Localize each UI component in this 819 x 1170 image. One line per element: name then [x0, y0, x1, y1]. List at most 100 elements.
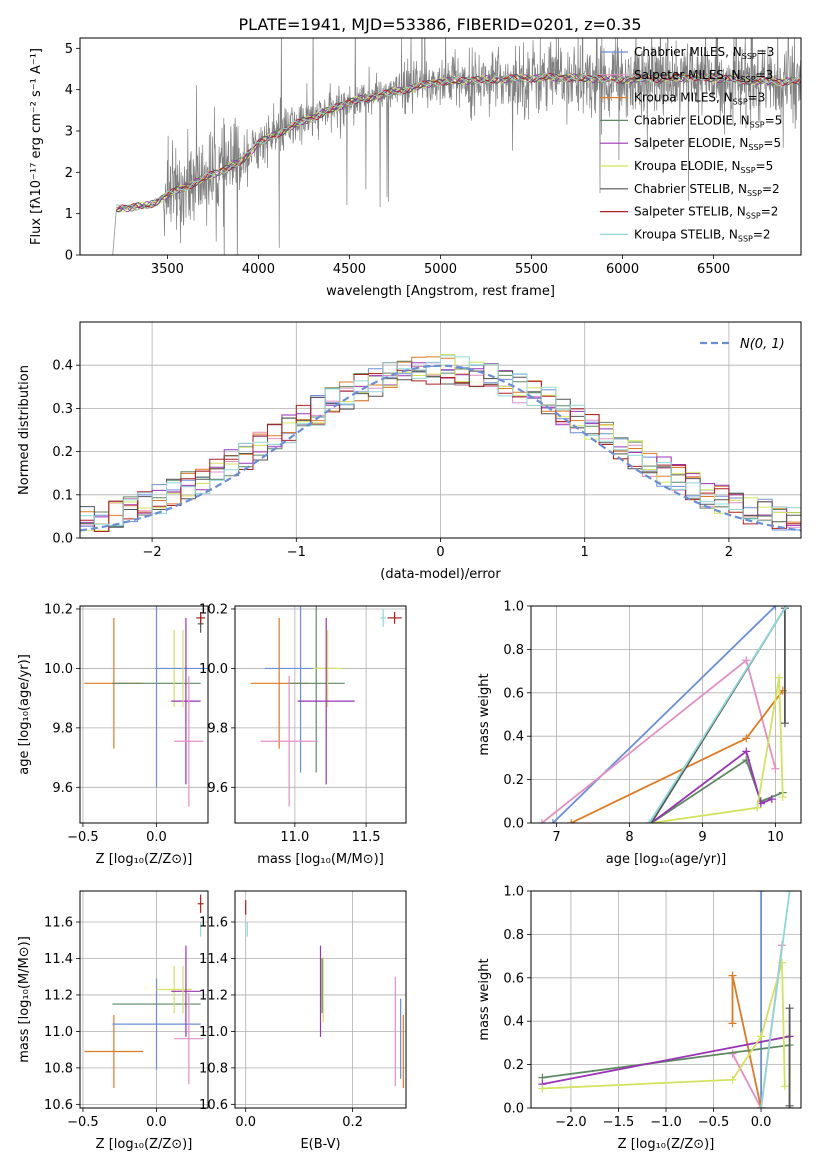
plus-marker — [782, 606, 791, 610]
error-bar-point — [387, 611, 402, 624]
x-tick-label: −1.5 — [603, 1115, 635, 1130]
y-tick-label: 9.8 — [52, 721, 73, 736]
mass-vs-Z-axes: −0.5 0.0 10.6 10.8 11.0 11.2 11.4 11.6 Z [log₁₀(… — [17, 890, 209, 1152]
y-tick-label: 11.2 — [44, 988, 73, 1003]
x-tick-label: −1.0 — [650, 1115, 682, 1130]
y-tick-label: 11.2 — [199, 988, 228, 1003]
y-tick-label: 9.6 — [207, 781, 228, 796]
x-axis-label: Z [log₁₀(Z/Z⊙)] — [618, 1137, 715, 1152]
plot-area — [80, 322, 801, 538]
x-tick-label: 0.0 — [146, 1115, 167, 1130]
plus-marker — [742, 734, 751, 743]
axes-frame — [530, 605, 802, 824]
x-tick-label: −2 — [143, 545, 162, 560]
mass-weight-series — [537, 656, 780, 823]
x-tick-label: 2 — [725, 545, 733, 560]
plot-area — [235, 891, 406, 1108]
plus-marker — [538, 1084, 547, 1093]
plus-marker — [728, 1075, 737, 1084]
y-tick-label: 10.2 — [44, 602, 73, 617]
x-tick-label: 4000 — [242, 262, 275, 277]
mass-weight-series — [785, 1004, 794, 1108]
axes-frame — [234, 605, 407, 824]
mass-vs-ebv-axes: 0.0 0.2 10.6 10.8 11.0 11.2 11.4 11.6 E(B-V) — [199, 890, 407, 1152]
y-tick-label: 0.8 — [503, 928, 524, 943]
x-tick-label: 11.0 — [280, 830, 309, 845]
plot-area — [531, 606, 801, 823]
x-axis-label: (data-model)/error — [380, 567, 501, 582]
error-bar-point — [171, 617, 201, 785]
legend-entry: Salpeter MILES, NSSP=3 — [634, 68, 773, 84]
mass-weight-series — [757, 891, 766, 1108]
axes-frame — [530, 890, 802, 1109]
x-tick-label: −1 — [287, 545, 306, 560]
y-tick-label: 11.6 — [199, 916, 228, 931]
residual-histogram — [80, 362, 801, 532]
x-tick-label: 7 — [552, 830, 560, 845]
y-tick-label: 11.6 — [44, 916, 73, 931]
y-tick-label: 10.8 — [44, 1061, 73, 1076]
legend-entry: Kroupa STELIB, NSSP=2 — [634, 227, 771, 243]
legend-entry: Kroupa MILES, NSSP=3 — [634, 91, 765, 107]
y-axis-label: Normed distribution — [17, 365, 32, 495]
residual-histogram — [80, 360, 801, 527]
y-tick-label: 9.8 — [207, 721, 228, 736]
error-bar-point — [112, 978, 201, 1070]
plus-marker — [785, 891, 794, 895]
y-axis-label: age [log₁₀(age/yr)] — [17, 654, 32, 775]
y-tick-label: 10.6 — [44, 1098, 73, 1113]
model-spectrum-line — [116, 73, 801, 213]
plus-marker — [548, 819, 557, 823]
weight-vs-Z-axes: −2.0 −1.5 −1.0 −0.5 0.0 0.0 0.2 0.4 0.6 0.8 1.0 Z [… — [477, 885, 802, 1152]
age-vs-mass-axes: 11.0 11.5 9.6 9.8 10.0 10.2 mass [log₁₀(M/M⊙)] — [199, 602, 407, 867]
residual-histogram — [80, 355, 801, 526]
plus-marker — [757, 1104, 766, 1108]
y-axis-label: mass [log₁₀(M/M⊙)] — [17, 936, 32, 1063]
plus-marker — [728, 971, 737, 980]
y-tick-label: 10.6 — [199, 1098, 228, 1113]
y-tick-label: 0.6 — [503, 971, 524, 986]
x-tick-label: 9 — [698, 830, 706, 845]
y-tick-label: 0.8 — [503, 643, 524, 658]
plot-area — [531, 891, 801, 1108]
y-tick-label: 11.4 — [199, 952, 228, 967]
y-tick-label: 9.6 — [52, 781, 73, 796]
plus-marker — [567, 819, 576, 823]
y-tick-label: 2 — [65, 166, 73, 181]
y-tick-label: 0 — [65, 249, 73, 264]
x-tick-label: 11.5 — [352, 830, 381, 845]
model-spectrum-line — [116, 72, 801, 211]
error-bar-point — [313, 629, 342, 708]
normal-curve — [80, 364, 801, 532]
y-tick-label: 0.6 — [503, 686, 524, 701]
y-axis-label: mass weight — [477, 958, 492, 1040]
x-tick-label: 6000 — [606, 262, 639, 277]
error-bar-point — [174, 675, 204, 807]
mass-weight-series — [548, 606, 780, 823]
spectrum-axes: 3500 4000 4500 5000 5500 6000 6500 0 1 2 3 4 5 wavele… — [29, 37, 802, 299]
x-tick-label: 1 — [581, 545, 589, 560]
x-tick-label: 0.0 — [146, 830, 167, 845]
y-tick-label: 1 — [65, 207, 73, 222]
legend-entry: N(0, 1) — [740, 337, 785, 352]
plus-marker — [771, 606, 780, 610]
mass-weight-series — [647, 673, 787, 823]
y-tick-label: 3 — [65, 125, 73, 140]
plot-area — [80, 606, 208, 823]
y-tick-label: 0.0 — [503, 1102, 524, 1117]
residual-legend: N(0, 1) — [700, 337, 785, 352]
mass-weight-series — [645, 606, 791, 823]
x-tick-label: 0 — [436, 545, 444, 560]
age-vs-Z-axes: −0.5 0.0 9.6 9.8 10.0 10.2 Z [log₁₀(Z/Z⊙)] age … — [17, 602, 209, 867]
plus-marker — [757, 1032, 766, 1041]
y-tick-label: 11.0 — [44, 1025, 73, 1040]
axes-frame — [79, 890, 209, 1109]
x-tick-label: 5500 — [515, 262, 548, 277]
model-spectrum-line — [116, 72, 801, 212]
y-tick-label: 11.4 — [44, 952, 73, 967]
legend-entry: Kroupa ELODIE, NSSP=5 — [634, 159, 773, 175]
error-bar-point — [171, 945, 201, 1037]
x-axis-label: Z [log₁₀(Z/Z⊙)] — [96, 1137, 193, 1152]
x-tick-label: 8 — [625, 830, 633, 845]
